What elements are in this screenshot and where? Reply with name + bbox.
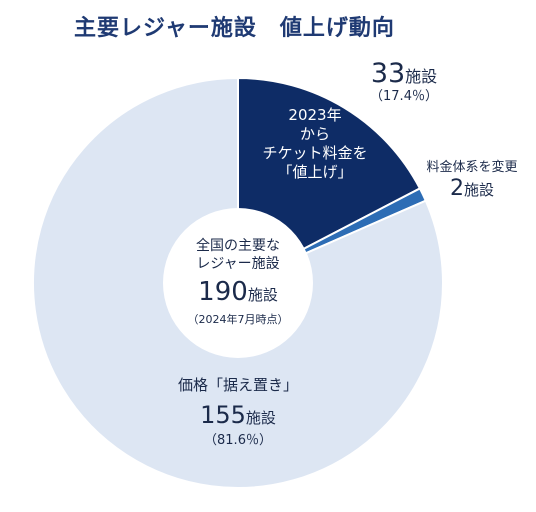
- price-up-label-line-1: 2023年: [288, 106, 341, 124]
- unchanged-percent: （81.6％）: [204, 433, 272, 448]
- price-up-count: 33: [371, 58, 405, 89]
- center-line-2: レジャー施設: [196, 256, 279, 272]
- center-line-1: 全国の主要な: [196, 237, 280, 254]
- price-up-count-label: 33施設: [371, 58, 437, 89]
- unchanged-count: 155: [200, 401, 246, 429]
- price-up-percent: （17.4％）: [370, 89, 438, 104]
- fee-change-label: 料金体系を変更: [426, 159, 517, 175]
- center-count-label: 190施設: [198, 277, 278, 307]
- fee-change-unit: 施設: [464, 181, 494, 199]
- donut-center: [163, 208, 313, 358]
- price-up-label-line-4: 「値上げ」: [277, 163, 352, 181]
- unchanged-label: 価格「据え置き」: [178, 376, 298, 394]
- center-unit: 施設: [248, 286, 278, 304]
- slice-unchanged: [32, 76, 444, 489]
- unchanged-unit: 施設: [246, 409, 276, 427]
- unchanged-count-label: 155施設: [200, 401, 276, 429]
- fee-change-count-label: 2施設: [450, 176, 494, 201]
- chart-title: 主要レジャー施設 値上げ動向: [74, 16, 395, 41]
- fee-change-count: 2: [450, 176, 464, 201]
- price-up-label-line-3: チケット料金を: [262, 144, 367, 162]
- price-up-unit: 施設: [405, 67, 437, 86]
- center-count: 190: [198, 277, 248, 307]
- center-note: （2024年7月時点）: [188, 312, 289, 326]
- price-up-label-line-2: から: [300, 125, 330, 143]
